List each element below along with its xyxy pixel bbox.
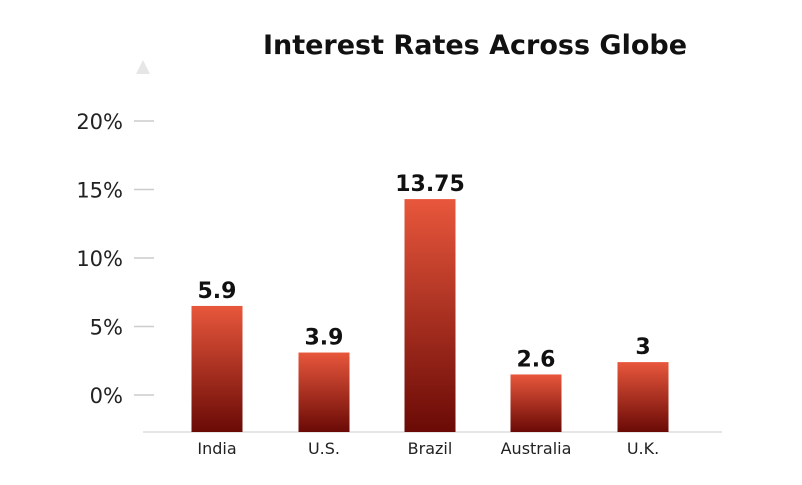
bar bbox=[510, 374, 562, 432]
bar bbox=[617, 362, 669, 432]
bar bbox=[298, 352, 350, 432]
x-axis-ticks: India U.S. Brazil Australia U.K. bbox=[197, 439, 659, 458]
y-tick-label: 15% bbox=[76, 179, 123, 203]
bar bbox=[191, 305, 243, 432]
x-tick-label: U.S. bbox=[308, 439, 340, 458]
bar bbox=[404, 199, 456, 432]
x-tick-label: India bbox=[197, 439, 236, 458]
y-axis-arrow bbox=[136, 60, 150, 74]
chart-title: Interest Rates Across Globe bbox=[263, 30, 687, 61]
y-tick-label: 10% bbox=[76, 247, 123, 271]
data-label: 3 bbox=[635, 335, 650, 360]
x-tick-label: Australia bbox=[501, 439, 572, 458]
y-tick-label: 0% bbox=[90, 384, 123, 408]
data-label: 13.75 bbox=[395, 172, 465, 197]
y-axis-ticks: 0% 5% 10% 15% 20% bbox=[76, 110, 154, 408]
x-tick-label: U.K. bbox=[627, 439, 659, 458]
x-tick-label: Brazil bbox=[408, 439, 453, 458]
y-tick-label: 5% bbox=[90, 316, 123, 340]
data-label: 2.6 bbox=[517, 347, 556, 372]
data-labels: 5.9 3.9 13.75 2.6 3 bbox=[198, 172, 651, 372]
y-tick-label: 20% bbox=[76, 110, 123, 134]
bars bbox=[191, 199, 669, 432]
data-label: 5.9 bbox=[198, 279, 237, 304]
data-label: 3.9 bbox=[305, 326, 344, 351]
